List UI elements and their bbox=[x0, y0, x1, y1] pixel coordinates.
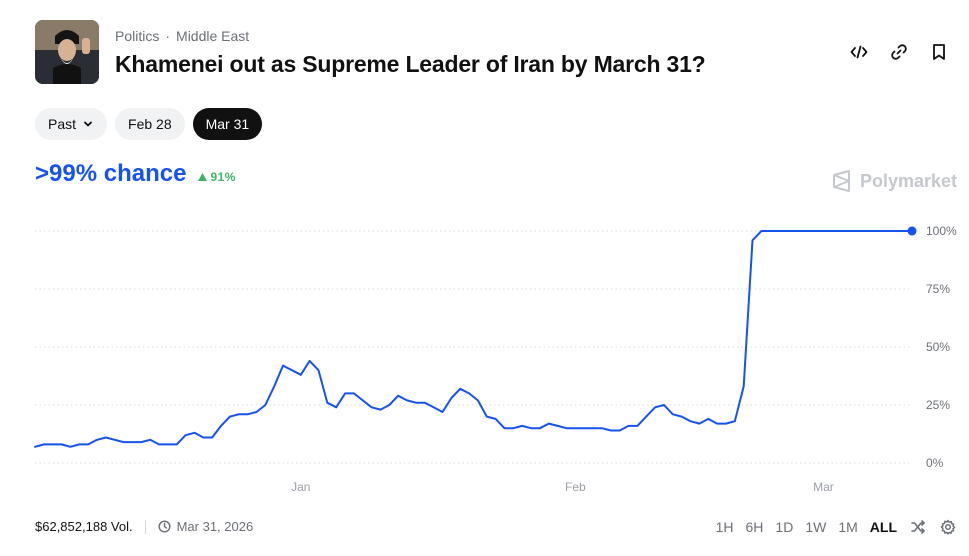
end-date-text: Mar 31, 2026 bbox=[176, 519, 254, 534]
chance-value: >99% chance bbox=[35, 160, 187, 187]
settings-icon[interactable] bbox=[939, 518, 957, 536]
date-filter-mar31[interactable]: Mar 31 bbox=[192, 108, 263, 140]
x-tick-label: Feb bbox=[565, 480, 586, 494]
breadcrumb: Politics · Middle East bbox=[115, 28, 249, 44]
date-filter-label: Mar 31 bbox=[205, 116, 250, 132]
embed-code-icon[interactable] bbox=[849, 40, 869, 64]
bookmark-icon[interactable] bbox=[929, 40, 949, 64]
range-all[interactable]: ALL bbox=[869, 519, 897, 535]
header-actions bbox=[849, 40, 949, 64]
chance-change: 91% bbox=[198, 170, 236, 184]
link-icon[interactable] bbox=[889, 40, 909, 64]
chance-summary: >99% chance 91% bbox=[35, 160, 236, 188]
date-filter-feb28[interactable]: Feb 28 bbox=[115, 108, 185, 140]
polymarket-watermark: Polymarket bbox=[832, 170, 957, 192]
range-1w[interactable]: 1W bbox=[805, 519, 827, 535]
range-1m[interactable]: 1M bbox=[838, 519, 858, 535]
time-range-selector: 1H 6H 1D 1W 1M ALL bbox=[716, 518, 957, 536]
market-title: Khamenei out as Supreme Leader of Iran b… bbox=[115, 51, 706, 77]
shuffle-icon[interactable] bbox=[909, 518, 927, 536]
category-link[interactable]: Politics bbox=[115, 28, 160, 44]
y-tick-label: 100% bbox=[926, 224, 957, 238]
series-line bbox=[34, 230, 913, 448]
clock-icon bbox=[158, 520, 171, 533]
y-tick-label: 0% bbox=[926, 456, 944, 470]
range-6h[interactable]: 6H bbox=[745, 519, 764, 535]
chevron-down-icon bbox=[84, 121, 92, 127]
date-filter-group: Past Feb 28 Mar 31 bbox=[35, 108, 263, 140]
end-date: Mar 31, 2026 bbox=[158, 519, 254, 534]
probability-chart[interactable]: 0% 25% 50% 75% 100% Jan Feb Mar bbox=[0, 210, 969, 510]
volume-text: $62,852,188 Vol. bbox=[35, 519, 133, 534]
x-tick-label: Jan bbox=[291, 480, 310, 494]
market-footer: $62,852,188 Vol. Mar 31, 2026 bbox=[35, 519, 253, 534]
date-filter-label: Past bbox=[48, 116, 77, 132]
range-1d[interactable]: 1D bbox=[775, 519, 794, 535]
x-tick-label: Mar bbox=[813, 480, 834, 494]
brand-name: Polymarket bbox=[859, 170, 957, 191]
date-filter-past[interactable]: Past bbox=[35, 108, 108, 140]
y-tick-label: 25% bbox=[926, 398, 950, 412]
market-image bbox=[35, 20, 99, 84]
y-tick-label: 75% bbox=[926, 282, 950, 296]
chance-change-value: 91% bbox=[210, 170, 236, 184]
y-tick-label: 50% bbox=[926, 340, 950, 354]
subcategory-link[interactable]: Middle East bbox=[176, 28, 250, 44]
date-filter-label: Feb 28 bbox=[128, 116, 172, 132]
polymarket-logo-icon bbox=[832, 170, 850, 192]
series-end-point bbox=[907, 226, 917, 236]
breadcrumb-separator: · bbox=[165, 28, 171, 44]
footer-divider bbox=[144, 519, 146, 534]
triangle-up-icon bbox=[198, 173, 208, 181]
range-1h[interactable]: 1H bbox=[715, 519, 734, 535]
